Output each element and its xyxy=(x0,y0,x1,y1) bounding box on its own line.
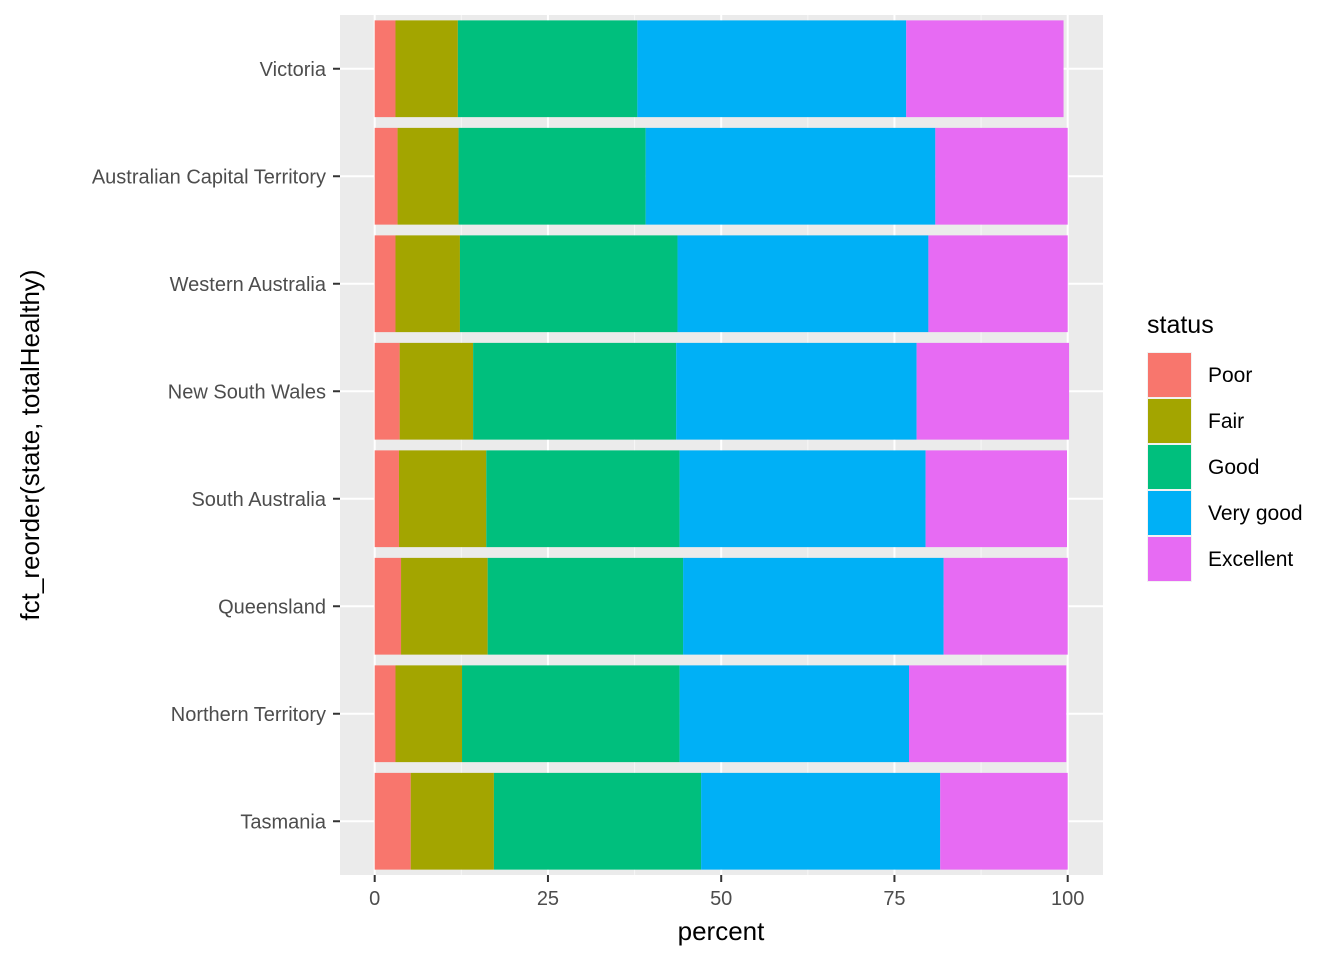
x-axis-title: percent xyxy=(678,916,765,946)
bar-queensland-fair xyxy=(401,557,488,655)
bar-western-australia-excellent xyxy=(928,235,1068,333)
bar-australian-capital-territory-poor xyxy=(374,127,398,225)
bar-northern-territory-good xyxy=(462,665,680,763)
bar-victoria-poor xyxy=(374,20,396,118)
x-tick-label: 75 xyxy=(883,888,905,910)
x-axis: 0 25 50 75 100 xyxy=(369,875,1084,910)
y-tick-label: Queensland xyxy=(218,596,326,618)
y-tick-label: Western Australia xyxy=(170,274,327,296)
x-tick-label: 25 xyxy=(537,888,559,910)
bar-tasmania-very-good xyxy=(701,772,941,870)
y-tick-label: Tasmania xyxy=(240,811,326,833)
bar-victoria-excellent xyxy=(906,20,1064,118)
bar-western-australia-fair xyxy=(395,235,460,333)
legend: status Poor Fair Good Very good Excellent xyxy=(1147,311,1303,582)
x-tick-label: 50 xyxy=(710,888,732,910)
bar-new-south-wales-very-good xyxy=(676,342,917,440)
bar-new-south-wales-excellent xyxy=(916,342,1070,440)
bar-victoria-fair xyxy=(395,20,458,118)
y-axis: Victoria Australian Capital Territory West… xyxy=(92,59,340,833)
bar-western-australia-good xyxy=(459,235,678,333)
bar-new-south-wales-poor xyxy=(374,342,400,440)
bar-tasmania-excellent xyxy=(940,772,1068,870)
legend-swatch-poor xyxy=(1148,353,1191,397)
bars xyxy=(374,20,1070,870)
y-tick-label: South Australia xyxy=(191,489,326,511)
bar-south-australia-poor xyxy=(374,450,399,548)
bar-queensland-very-good xyxy=(683,557,944,655)
bar-new-south-wales-good xyxy=(473,342,677,440)
bar-australian-capital-territory-good xyxy=(458,127,646,225)
x-tick-label: 100 xyxy=(1051,888,1084,910)
legend-swatch-very-good xyxy=(1148,491,1191,535)
bar-queensland-poor xyxy=(374,557,402,655)
bar-south-australia-fair xyxy=(398,450,487,548)
legend-label-fair: Fair xyxy=(1208,410,1244,433)
bar-victoria-good xyxy=(457,20,638,118)
bar-australian-capital-territory-very-good xyxy=(645,127,936,225)
x-tick-label: 0 xyxy=(369,888,380,910)
bar-new-south-wales-fair xyxy=(399,342,474,440)
y-tick-label: Victoria xyxy=(260,59,327,81)
y-tick-label: New South Wales xyxy=(168,381,326,403)
bar-western-australia-very-good xyxy=(677,235,929,333)
bar-tasmania-poor xyxy=(374,772,411,870)
bar-northern-territory-very-good xyxy=(679,665,910,763)
bar-northern-territory-excellent xyxy=(909,665,1067,763)
legend-title: status xyxy=(1147,311,1214,339)
bar-south-australia-excellent xyxy=(925,450,1068,548)
bar-south-australia-good xyxy=(486,450,680,548)
bar-south-australia-very-good xyxy=(679,450,926,548)
legend-swatch-excellent xyxy=(1148,537,1191,581)
bar-tasmania-fair xyxy=(410,772,494,870)
bar-australian-capital-territory-excellent xyxy=(935,127,1068,225)
bar-australian-capital-territory-fair xyxy=(397,127,459,225)
legend-label-poor: Poor xyxy=(1208,364,1252,387)
legend-items: Poor Fair Good Very good Excellent xyxy=(1147,352,1303,582)
bar-queensland-excellent xyxy=(943,557,1068,655)
legend-label-excellent: Excellent xyxy=(1208,548,1293,571)
y-tick-label: Australian Capital Territory xyxy=(92,166,326,188)
legend-label-good: Good xyxy=(1208,456,1259,479)
bar-queensland-good xyxy=(487,557,684,655)
bar-victoria-very-good xyxy=(637,20,907,118)
bar-northern-territory-poor xyxy=(374,665,396,763)
bar-northern-territory-fair xyxy=(395,665,463,763)
bar-tasmania-good xyxy=(493,772,702,870)
legend-label-very-good: Very good xyxy=(1208,502,1303,525)
legend-swatch-good xyxy=(1148,445,1191,489)
y-tick-label: Northern Territory xyxy=(171,704,326,726)
bar-western-australia-poor xyxy=(374,235,396,333)
legend-swatch-fair xyxy=(1148,399,1191,443)
y-axis-title: fct_reorder(state, totalHealthy) xyxy=(15,269,45,620)
